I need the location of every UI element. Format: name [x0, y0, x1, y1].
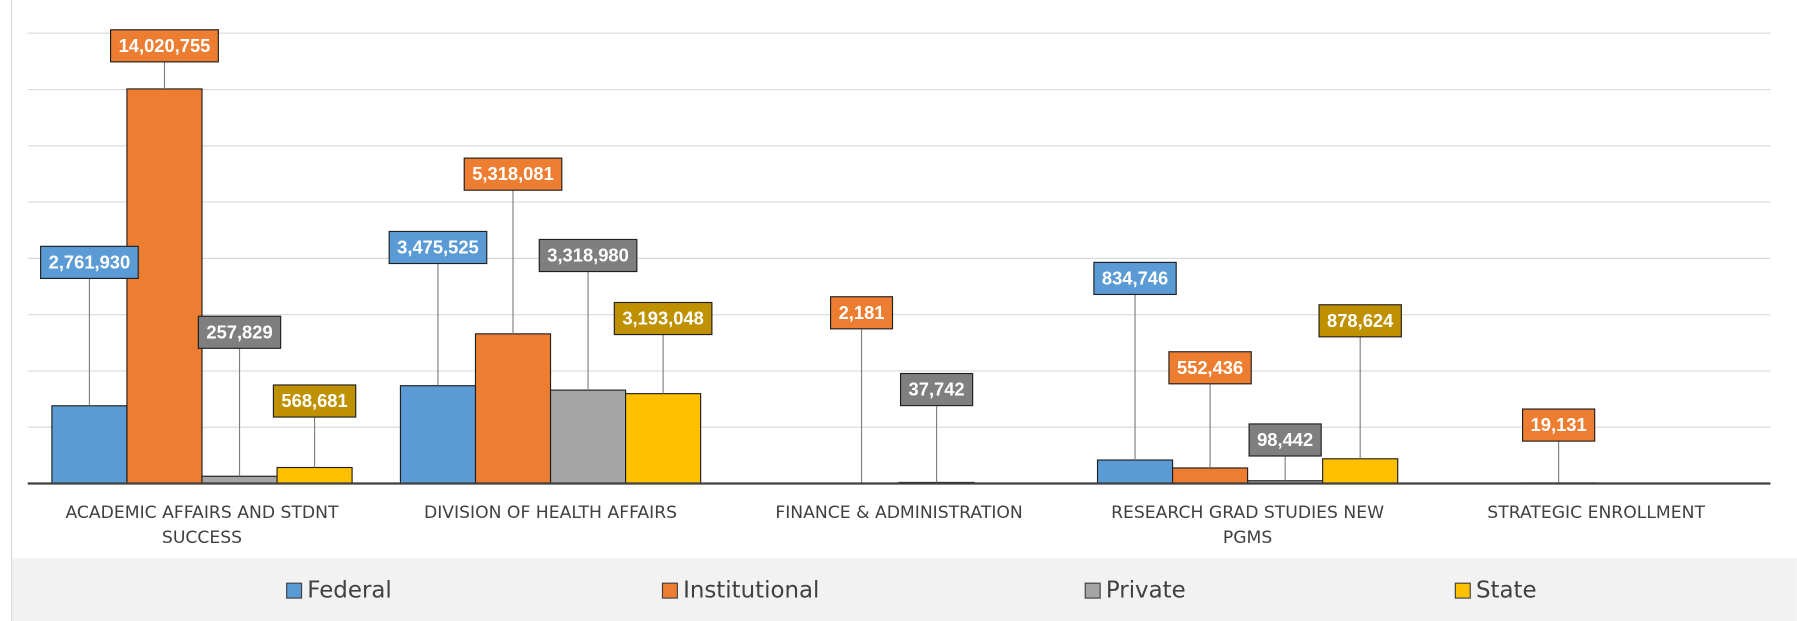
data-label-text: 552,436 [1177, 357, 1243, 378]
data-label-box [40, 245, 139, 279]
bar [1096, 459, 1174, 485]
bar [474, 333, 552, 485]
data-label: 3,475,525 [388, 230, 488, 265]
bar [1171, 467, 1249, 485]
data-label-box [1522, 408, 1596, 442]
data-label: 257,829 [197, 315, 282, 349]
data-label: 568,681 [272, 384, 357, 418]
bar [126, 88, 203, 485]
data-label-text: 2,181 [839, 302, 885, 323]
legend-swatch [1454, 582, 1471, 599]
x-tick-label: DIVISION OF HEALTH AFFAIRS [423, 501, 678, 523]
data-label-box [463, 157, 563, 191]
data-label-box [1093, 261, 1177, 296]
x-tick-label-box: STRATEGIC ENROLLMENT [1487, 501, 1705, 523]
bar [51, 405, 128, 485]
data-label: 2,181 [830, 296, 894, 330]
data-label-box [1168, 351, 1252, 385]
data-label-text: 19,131 [1531, 414, 1587, 435]
legend-label: State [1476, 578, 1537, 604]
bar [1322, 458, 1399, 485]
bar [549, 389, 627, 485]
x-tick-label: STRATEGIC ENROLLMENT [1487, 501, 1705, 523]
data-label: 552,436 [1168, 351, 1252, 385]
data-label: 37,742 [899, 372, 974, 407]
data-label-box [899, 372, 974, 407]
bar [276, 466, 353, 485]
data-label-text: 878,624 [1327, 310, 1394, 331]
x-tick-label-box: FINANCE & ADMINISTRATION [775, 501, 1023, 523]
data-label-box [110, 29, 219, 63]
legend-swatch [661, 582, 678, 599]
data-label-box [197, 315, 282, 349]
data-label: 3,318,980 [538, 238, 638, 273]
x-tick-label: RESEARCH GRAD STUDIES NEW PGMS [1111, 501, 1385, 548]
legend-label: Institutional [683, 578, 819, 604]
data-label-text: 568,681 [281, 390, 347, 411]
data-label-text: 3,475,525 [397, 236, 479, 257]
data-label: 834,746 [1093, 261, 1177, 296]
data-label-text: 5,318,081 [472, 163, 554, 184]
data-label: 5,318,081 [463, 157, 563, 191]
x-tick-label: FINANCE & ADMINISTRATION [775, 501, 1023, 523]
data-label-box [538, 238, 638, 273]
data-label-box [1248, 423, 1322, 457]
data-label-text: 2,761,930 [49, 251, 131, 272]
legend-swatch [1084, 582, 1101, 599]
data-label: 3,193,048 [613, 301, 713, 336]
data-label: 98,442 [1248, 423, 1322, 457]
data-label-box [272, 384, 357, 418]
data-label-text: 14,020,755 [119, 35, 211, 56]
data-label: 878,624 [1318, 304, 1402, 338]
data-label-text: 257,829 [206, 321, 272, 342]
data-label-box [830, 296, 894, 330]
data-label: 2,761,930 [40, 245, 139, 279]
legend-swatch [286, 582, 303, 599]
data-label-text: 3,193,048 [622, 308, 704, 329]
x-tick-label-box: DIVISION OF HEALTH AFFAIRS [423, 501, 678, 523]
legend-background [11, 557, 1797, 621]
data-label-box [388, 230, 488, 265]
x-tick-label: ACADEMIC AFFAIRS AND STDNT SUCCESS [65, 501, 339, 548]
data-label-text: 98,442 [1257, 429, 1313, 450]
data-label-box [613, 301, 713, 336]
x-tick-label-box: RESEARCH GRAD STUDIES NEW PGMS [1111, 501, 1385, 548]
legend-label: Private [1106, 578, 1186, 604]
legend-label: Federal [307, 578, 391, 604]
bar [625, 393, 702, 485]
bar [399, 385, 477, 485]
data-label: 19,131 [1522, 408, 1596, 442]
data-label-text: 37,742 [909, 379, 965, 400]
data-label-text: 3,318,980 [547, 244, 629, 265]
data-label-box [1318, 304, 1402, 338]
data-label-text: 834,746 [1102, 267, 1168, 288]
x-tick-label-box: ACADEMIC AFFAIRS AND STDNT SUCCESS [65, 501, 339, 548]
data-label: 14,020,755 [110, 29, 219, 63]
